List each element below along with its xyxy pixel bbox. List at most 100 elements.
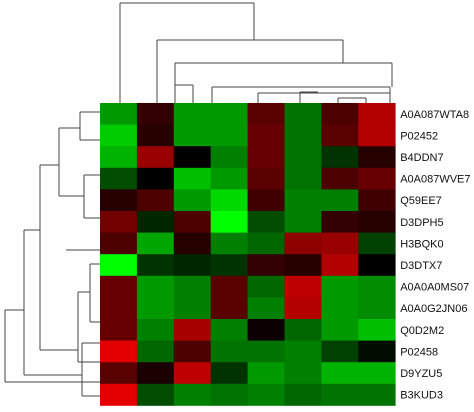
heatmap-cell	[136, 297, 175, 320]
heatmap-cell	[284, 275, 322, 298]
heatmap-cell	[173, 167, 212, 190]
heatmap-cell	[358, 167, 396, 190]
heatmap-cell	[247, 103, 285, 125]
heatmap-cell	[321, 319, 359, 341]
heatmap-cell	[100, 124, 138, 147]
heatmap-cell	[284, 232, 322, 255]
heatmap-cell	[100, 362, 138, 385]
row-label: B4DDN7	[400, 152, 443, 164]
heatmap-cell	[321, 275, 359, 298]
heatmap-cell	[247, 146, 285, 169]
heatmap-cell	[321, 189, 359, 212]
heatmap-cells	[100, 103, 396, 406]
heatmap-cell	[100, 275, 138, 298]
heatmap-cell	[247, 297, 285, 320]
heatmap-cell	[358, 383, 396, 406]
heatmap-cell	[210, 189, 248, 212]
heatmap-cell	[210, 211, 248, 233]
heatmap-cell	[321, 297, 359, 320]
heatmap-cell	[210, 275, 248, 298]
column-label: 3A	[296, 410, 310, 412]
heatmap-cell	[358, 103, 396, 125]
heatmap-cell	[358, 211, 396, 233]
heatmap-cell	[358, 254, 396, 277]
row-label: A0A087WTA8	[400, 109, 469, 121]
heatmap-cell	[210, 340, 248, 363]
column-dendrogram-branches	[119, 2, 393, 103]
heatmap-cell	[173, 275, 212, 298]
column-labels: 1A 4B 2A 3B 2B 3A 1B 4A	[112, 410, 384, 412]
column-dendrogram	[119, 2, 393, 103]
heatmap-cell	[136, 124, 175, 147]
heatmap-cell	[100, 146, 138, 169]
heatmap-cell	[358, 362, 396, 385]
row-labels: A0A087WTA8 P02452 B4DDN7 A0A087WVE7 Q59EE7 D3…	[400, 109, 470, 402]
heatmap-cell	[321, 340, 359, 363]
column-label: 4B	[149, 410, 162, 412]
heatmap-cell	[321, 232, 359, 255]
heatmap-cell	[100, 297, 138, 320]
heatmap-cell	[173, 232, 212, 255]
row-label: P02458	[400, 346, 438, 358]
heatmap-cell	[247, 254, 285, 277]
heatmap-cell	[173, 146, 212, 169]
heatmap-cell	[100, 103, 138, 125]
row-label: H3BQK0	[400, 238, 443, 250]
heatmap-cell	[173, 211, 212, 233]
heatmap-cell	[247, 124, 285, 147]
column-label: 1B	[333, 410, 346, 412]
heatmap-cell	[321, 146, 359, 169]
heatmap-cell	[210, 124, 248, 147]
row-label: Q0D2M2	[400, 325, 444, 337]
heatmap-cell	[358, 297, 396, 320]
heatmap-cell	[321, 167, 359, 190]
row-label: A0A087WVE7	[400, 174, 470, 186]
heatmap-cell	[100, 167, 138, 190]
heatmap-cell	[210, 362, 248, 385]
heatmap-cell	[210, 167, 248, 190]
heatmap-cell	[173, 319, 212, 341]
heatmap-cell	[247, 383, 285, 406]
heatmap-cell	[284, 189, 322, 212]
heatmap-cell	[210, 146, 248, 169]
heatmap-cell	[136, 167, 175, 190]
heatmap-cell	[100, 232, 138, 255]
heatmap-cell	[284, 383, 322, 406]
heatmap-cell	[173, 189, 212, 212]
heatmap-cell	[136, 189, 175, 212]
row-label: Q59EE7	[400, 195, 442, 207]
heatmap-cell	[321, 211, 359, 233]
heatmap-cell	[136, 319, 175, 341]
heatmap-cell	[136, 362, 175, 385]
heatmap-cell	[284, 297, 322, 320]
heatmap-cell	[284, 254, 322, 277]
heatmap-cell	[100, 211, 138, 233]
heatmap-cell	[358, 340, 396, 363]
heatmap-cell	[284, 167, 322, 190]
row-label: A0A0A0MS07	[400, 282, 469, 294]
heatmap-cell	[358, 124, 396, 147]
heatmap-cell	[284, 103, 322, 125]
column-label: 2B	[259, 410, 272, 412]
heatmap-cell	[136, 254, 175, 277]
heatmap-cell	[358, 232, 396, 255]
heatmap-cell	[173, 254, 212, 277]
heatmap-cell	[100, 383, 138, 406]
heatmap-cell	[100, 340, 138, 363]
heatmap-cell	[321, 124, 359, 147]
heatmap-cell	[358, 319, 396, 341]
heatmap-cell	[247, 211, 285, 233]
heatmap-cell	[210, 297, 248, 320]
heatmap-cell	[284, 124, 322, 147]
heatmap-cell	[247, 167, 285, 190]
heatmap-cell	[210, 383, 248, 406]
heatmap-cell	[173, 103, 212, 125]
heatmap-cell	[284, 340, 322, 363]
heatmap-cell	[210, 103, 248, 125]
heatmap-cell	[284, 211, 322, 233]
row-label: D3DTX7	[400, 260, 442, 272]
heatmap-cell	[247, 340, 285, 363]
heatmap-cell	[173, 124, 212, 147]
row-dendrogram	[4, 111, 100, 397]
heatmap-cell	[100, 319, 138, 341]
